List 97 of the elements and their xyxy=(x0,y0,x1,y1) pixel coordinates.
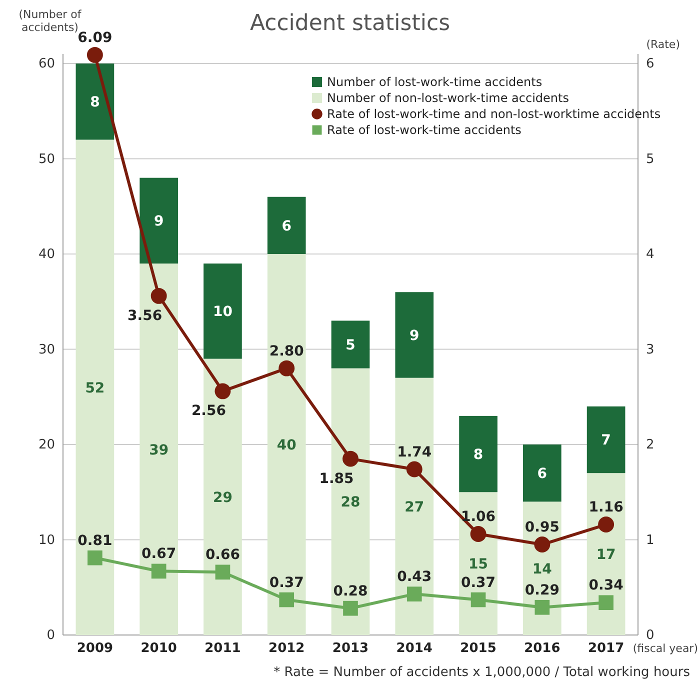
bar xyxy=(76,140,114,635)
x-tick-label: 2009 xyxy=(76,641,114,656)
data-label: 2.80 xyxy=(269,343,304,360)
chart-title: Accident statistics xyxy=(250,11,450,36)
point xyxy=(151,564,166,579)
data-label: 0.43 xyxy=(397,569,432,586)
y-tick-label: 0 xyxy=(46,628,55,644)
data-label: 27 xyxy=(404,499,424,516)
point xyxy=(534,600,550,615)
data-label: 39 xyxy=(149,442,169,458)
y-tick-label: 30 xyxy=(38,342,55,358)
legend-label: Rate of lost-work-time accidents xyxy=(327,123,522,137)
data-label: 1.16 xyxy=(588,500,624,516)
bar xyxy=(395,378,434,635)
bar xyxy=(331,320,370,368)
text: * Rate = Number of accidents x 1,000,000 / Total working hours xyxy=(274,665,690,680)
point xyxy=(470,592,486,608)
point xyxy=(150,288,167,304)
data-label: 29 xyxy=(212,490,232,506)
y-tick-label: 60 xyxy=(38,56,55,72)
x-tick-label: 2016 xyxy=(524,641,560,656)
point xyxy=(88,550,102,566)
x-tick-label: 2017 xyxy=(588,641,624,656)
point xyxy=(86,46,103,63)
point xyxy=(534,536,550,552)
legend-label: Number of lost-work-time accidents xyxy=(327,75,542,89)
data-label: 0.37 xyxy=(269,574,304,591)
point xyxy=(342,450,358,467)
y2-tick-label: 3 xyxy=(646,342,654,358)
data-label: 0.37 xyxy=(461,574,496,591)
data-label: 1.85 xyxy=(319,470,354,487)
point xyxy=(214,383,231,400)
bar xyxy=(204,264,242,359)
y-tick-label: 40 xyxy=(38,247,55,262)
data-label: 0.66 xyxy=(205,547,240,564)
bar xyxy=(459,416,498,492)
data-label: 0.34 xyxy=(588,578,624,594)
bar xyxy=(140,178,178,264)
data-label: 6 xyxy=(537,466,548,482)
bar xyxy=(586,406,626,474)
data-label: 0.81 xyxy=(78,532,112,549)
point xyxy=(279,592,294,608)
y-tick-label: 20 xyxy=(38,438,55,453)
data-label: 15 xyxy=(468,556,488,573)
point xyxy=(598,595,614,610)
data-label: 14 xyxy=(532,561,552,578)
y2-axis-title: (Rate) xyxy=(646,38,680,51)
y2-tick-label: 5 xyxy=(646,152,654,167)
data-label: 6.09 xyxy=(78,30,112,46)
data-label: 1.06 xyxy=(461,509,496,526)
data-label: 5 xyxy=(346,338,356,354)
point xyxy=(598,516,614,532)
x-tick-label: 2013 xyxy=(332,641,369,656)
x-tick-label: 2010 xyxy=(140,641,177,656)
bar xyxy=(267,196,306,254)
point xyxy=(406,586,422,602)
y2-tick-label: 6 xyxy=(646,56,654,72)
point xyxy=(406,461,422,478)
data-label: 9 xyxy=(410,328,420,344)
data-label: 6 xyxy=(282,218,292,234)
data-label: 7 xyxy=(601,432,611,449)
data-label: 0.28 xyxy=(333,583,368,600)
y2-tick-label: 1 xyxy=(646,532,654,548)
y2-tick-label: 0 xyxy=(646,628,654,644)
data-label: 0.29 xyxy=(524,582,560,598)
data-label: 1.74 xyxy=(397,444,432,460)
x-axis-title: (fiscal year) xyxy=(632,642,698,655)
data-label: 8 xyxy=(473,447,484,464)
y-tick-label: 10 xyxy=(38,532,55,548)
data-label: 2.56 xyxy=(191,403,226,420)
point xyxy=(215,564,230,580)
point xyxy=(343,600,358,616)
data-label: 52 xyxy=(85,380,105,396)
x-tick-label: 2011 xyxy=(204,641,241,656)
bar xyxy=(76,64,114,140)
data-label: 40 xyxy=(276,438,297,454)
y2-tick-label: 2 xyxy=(646,438,654,453)
bar xyxy=(395,292,434,378)
data-label: 0.95 xyxy=(524,520,560,536)
x-tick-label: 2012 xyxy=(268,641,305,656)
point xyxy=(278,360,295,376)
x-tick-label: 2014 xyxy=(396,641,432,656)
legend-label: Rate of lost-work-time and non-lost-worktime accidents xyxy=(327,107,661,121)
data-label: 9 xyxy=(154,214,164,230)
data-label: 10 xyxy=(212,304,233,320)
x-tick-label: 2015 xyxy=(460,641,496,656)
data-label: 28 xyxy=(340,494,360,511)
bar xyxy=(523,444,562,502)
y2-tick-label: 4 xyxy=(646,247,654,262)
data-label: 8 xyxy=(90,94,100,111)
bar xyxy=(267,254,306,635)
point xyxy=(470,526,486,542)
data-label: 17 xyxy=(596,547,616,564)
legend-label: Number of non-lost-work-time accidents xyxy=(327,91,569,105)
y-tick-label: 50 xyxy=(38,152,55,167)
data-label: 0.67 xyxy=(142,546,176,562)
data-label: 3.56 xyxy=(128,308,162,324)
